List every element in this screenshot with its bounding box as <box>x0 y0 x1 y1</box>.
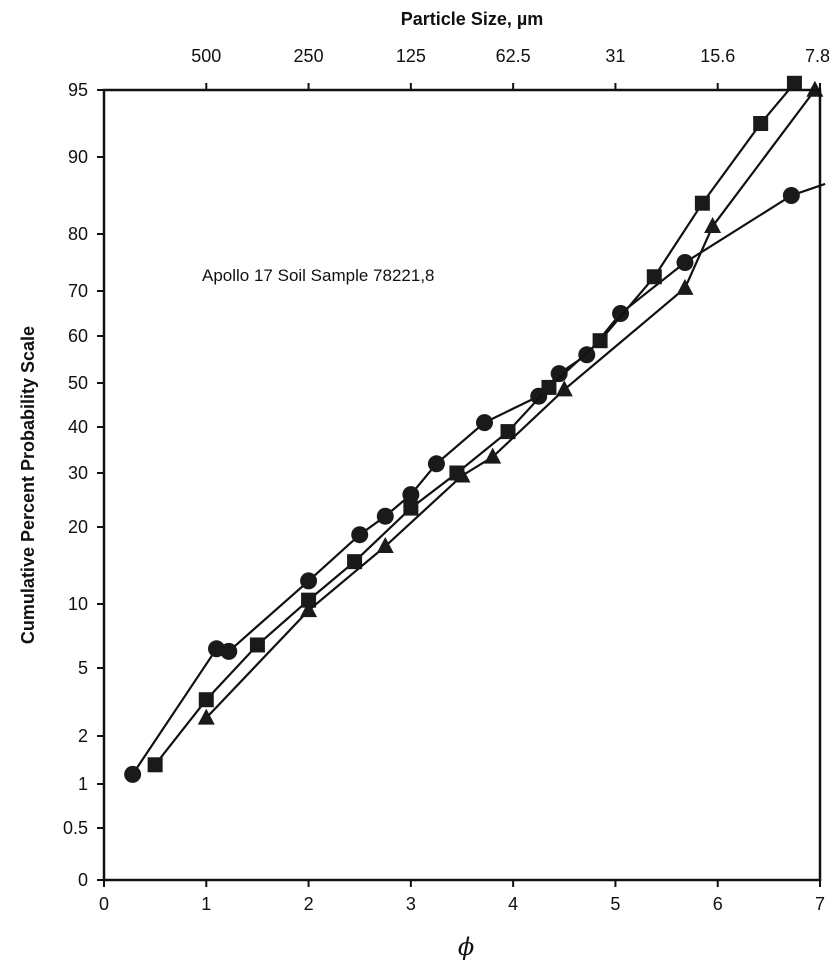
x-tick-label: 1 <box>201 894 211 914</box>
data-point <box>301 592 317 608</box>
x2-tick-label: 15.6 <box>700 46 735 66</box>
x-tick-label: 0 <box>99 894 109 914</box>
data-point <box>147 757 163 773</box>
x-tick-label: 3 <box>406 894 416 914</box>
x2-tick-label: 500 <box>191 46 221 66</box>
y-tick-label: 80 <box>68 224 88 244</box>
data-point <box>753 116 769 131</box>
x-tick-label: 7 <box>815 894 825 914</box>
y-tick-label: 50 <box>68 373 88 393</box>
data-point <box>124 765 142 783</box>
y-tick-label: 30 <box>68 463 88 483</box>
data-point <box>704 217 722 234</box>
data-point <box>676 278 694 295</box>
y-tick-label: 5 <box>78 658 88 678</box>
data-point <box>197 708 215 725</box>
data-point <box>376 536 394 553</box>
y-tick-label: 95 <box>68 80 88 100</box>
data-point <box>220 642 238 660</box>
data-point <box>484 447 502 464</box>
data-point <box>500 424 516 440</box>
series-layer <box>124 75 826 783</box>
y-axis-title: Cumulative Percent Probability Scale <box>18 326 38 644</box>
x2-axis-title: Particle Size, µm <box>401 9 543 29</box>
data-point <box>198 692 214 708</box>
x2-tick-label: 125 <box>396 46 426 66</box>
series-square <box>147 75 802 773</box>
x2-tick-label: 31 <box>605 46 625 66</box>
y-tick-label: 20 <box>68 517 88 537</box>
y-tick-label: 10 <box>68 594 88 614</box>
data-point <box>786 75 802 91</box>
plot-frame <box>102 88 822 882</box>
y-tick-label: 0.5 <box>63 818 88 838</box>
y-tick-label: 40 <box>68 417 88 437</box>
x-tick-label: 4 <box>508 894 518 914</box>
series-line-circle <box>131 182 826 776</box>
data-point <box>376 507 394 525</box>
series-line-triangle <box>205 89 816 719</box>
data-point <box>351 526 369 544</box>
series-line-square <box>154 82 796 766</box>
data-point <box>403 500 419 516</box>
y-tick-label: 2 <box>78 726 88 746</box>
x-axis-ticks: 0 1 2 3 4 5 6 7 <box>99 880 825 914</box>
y-axis-ticks: 0 0.5 1 2 5 10 20 30 40 50 60 70 80 90 95 <box>63 80 104 890</box>
y-tick-label: 0 <box>78 870 88 890</box>
x-tick-label: 6 <box>713 894 723 914</box>
series-triangle <box>197 80 824 725</box>
data-point <box>550 365 568 383</box>
data-point <box>249 637 265 653</box>
data-point <box>555 380 573 397</box>
x2-tick-label: 7.8 <box>805 46 830 66</box>
data-point <box>592 333 608 349</box>
data-point <box>347 554 363 570</box>
y-tick-label: 1 <box>78 774 88 794</box>
data-point <box>427 455 445 473</box>
x-tick-label: 5 <box>610 894 620 914</box>
data-point <box>541 379 557 395</box>
x2-tick-label: 250 <box>294 46 324 66</box>
data-point <box>694 195 710 211</box>
y-tick-label: 60 <box>68 326 88 346</box>
data-point <box>476 414 494 432</box>
data-point <box>676 254 694 271</box>
x2-tick-label: 62.5 <box>496 46 531 66</box>
y-tick-label: 90 <box>68 147 88 167</box>
data-point <box>578 346 596 364</box>
x-axis-title: ϕ <box>458 933 474 961</box>
data-point <box>300 572 318 590</box>
x2-axis-ticks: 500 250 125 62.5 31 15.6 7.8 <box>191 46 830 90</box>
y-tick-label: 70 <box>68 281 88 301</box>
data-point <box>300 601 318 618</box>
data-point <box>453 466 471 483</box>
data-point <box>612 305 630 322</box>
data-point <box>646 269 662 285</box>
data-point <box>402 486 420 504</box>
chart-annotation: Apollo 17 Soil Sample 78221,8 <box>202 266 435 285</box>
x-tick-label: 2 <box>304 894 314 914</box>
data-point <box>782 187 800 204</box>
